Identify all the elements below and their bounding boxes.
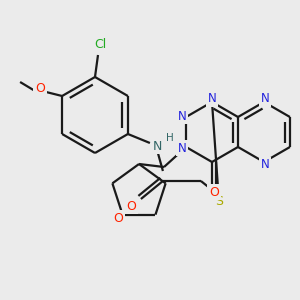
Text: O: O (114, 212, 124, 225)
Text: N: N (208, 92, 216, 106)
Text: N: N (261, 92, 269, 106)
Text: Cl: Cl (94, 38, 106, 50)
Text: O: O (126, 200, 136, 212)
Text: S: S (215, 194, 223, 208)
Text: N: N (178, 142, 186, 154)
Text: O: O (35, 82, 45, 94)
Text: H: H (166, 133, 174, 143)
Text: N: N (178, 110, 186, 122)
Text: O: O (209, 185, 219, 199)
Text: N: N (153, 140, 163, 152)
Text: N: N (261, 158, 269, 172)
